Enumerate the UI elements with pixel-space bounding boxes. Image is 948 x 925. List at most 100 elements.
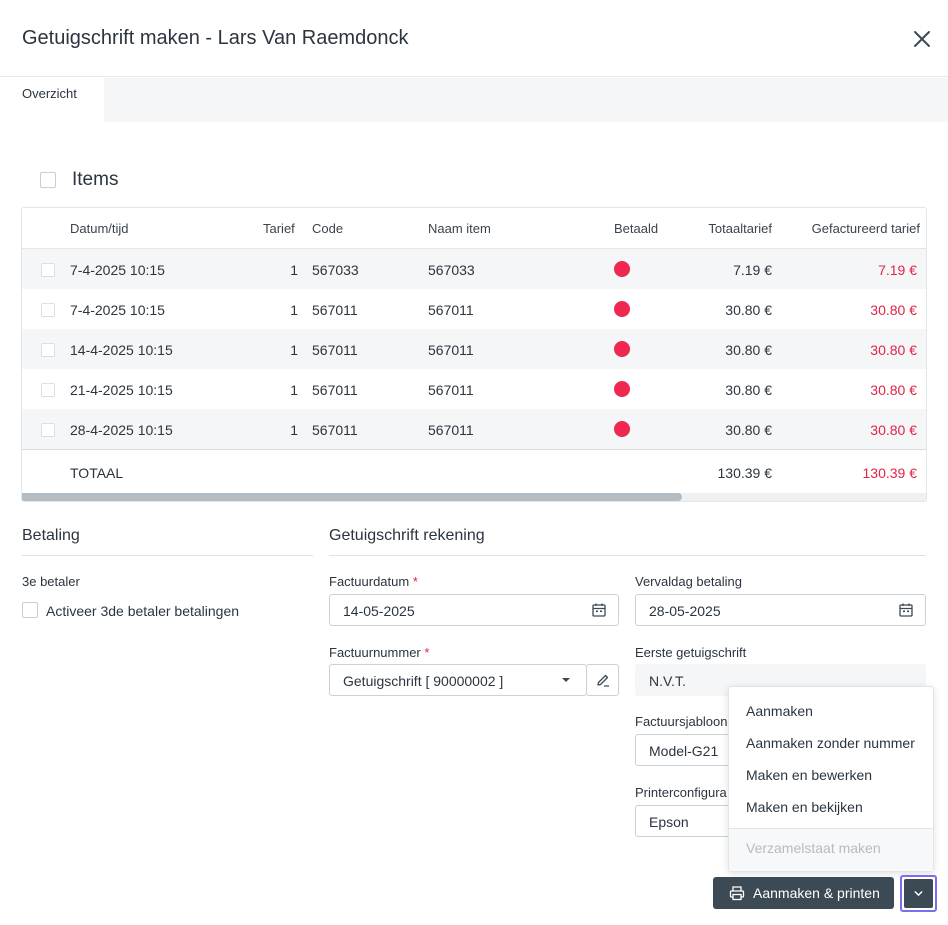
- divider: [329, 555, 926, 556]
- required-mark: *: [412, 574, 418, 589]
- menu-item-aanmaken[interactable]: Aanmaken: [746, 703, 813, 719]
- third-payer-checkbox-label[interactable]: Activeer 3de betaler betalingen: [46, 603, 240, 619]
- calendar-icon[interactable]: [591, 602, 607, 618]
- factuurnummer-label: Factuurnummer *: [329, 645, 429, 660]
- cell-tarief: 1: [290, 382, 298, 398]
- items-select-all-checkbox[interactable]: [40, 172, 56, 188]
- chevron-down-icon: [914, 891, 923, 896]
- tab-overzicht[interactable]: Overzicht: [0, 78, 104, 122]
- row-checkbox[interactable]: [41, 263, 55, 277]
- cell-tarief: 1: [290, 422, 298, 438]
- factuurnummer-select[interactable]: Getuigschrift [ 90000002 ]: [329, 664, 587, 696]
- table-row[interactable]: 7-4-2025 10:15 1 567033 567033 7.19 € 7.…: [22, 249, 926, 289]
- cell-totaal: 30.80 €: [725, 342, 772, 358]
- cell-tarief: 1: [290, 302, 298, 318]
- menu-item-verzamelstaat: Verzamelstaat maken: [746, 840, 881, 856]
- cell-naam: 567033: [428, 262, 475, 278]
- cell-datum: 14-4-2025 10:15: [70, 342, 173, 358]
- scrollbar-thumb[interactable]: [22, 493, 682, 501]
- table-row[interactable]: 7-4-2025 10:15 1 567011 567011 30.80 € 3…: [22, 289, 926, 329]
- unpaid-status-dot: [614, 301, 630, 317]
- cell-code: 567011: [312, 422, 358, 438]
- vervaldag-label: Vervaldag betaling: [635, 574, 742, 589]
- cell-datum: 7-4-2025 10:15: [70, 302, 165, 318]
- col-datum[interactable]: Datum/tijd: [70, 221, 129, 236]
- menu-item-aanmaken-zonder-nummer[interactable]: Aanmaken zonder nummer: [746, 735, 915, 751]
- table-row[interactable]: 21-4-2025 10:15 1 567011 567011 30.80 € …: [22, 369, 926, 409]
- menu-disabled-bg: [729, 829, 933, 871]
- row-checkbox[interactable]: [41, 303, 55, 317]
- total-label: TOTAAL: [70, 465, 124, 481]
- cell-tarief: 1: [290, 342, 298, 358]
- cell-code: 567011: [312, 302, 358, 318]
- col-betaald[interactable]: Betaald: [614, 221, 659, 236]
- divider: [22, 555, 313, 556]
- col-totaaltarief[interactable]: Totaaltarief: [708, 221, 772, 236]
- cell-gefactureerd: 7.19 €: [878, 262, 917, 278]
- unpaid-status-dot: [614, 341, 630, 357]
- edit-factuurnummer-button[interactable]: [586, 664, 619, 696]
- col-naam[interactable]: Naam item: [428, 221, 491, 236]
- cell-naam: 567011: [428, 382, 474, 398]
- cell-naam: 567011: [428, 302, 474, 318]
- horizontal-scrollbar[interactable]: [22, 493, 926, 501]
- close-icon[interactable]: [910, 27, 934, 51]
- eerste-getuigschrift-value: N.V.T.: [649, 673, 686, 689]
- items-title: Items: [72, 169, 119, 190]
- factuurdatum-field[interactable]: 14-05-2025: [329, 594, 619, 626]
- vervaldag-field[interactable]: 28-05-2025: [635, 594, 926, 626]
- table-row[interactable]: 28-4-2025 10:15 1 567011 567011 30.80 € …: [22, 409, 926, 449]
- table-row[interactable]: 14-4-2025 10:15 1 567011 567011 30.80 € …: [22, 329, 926, 369]
- create-and-print-button[interactable]: Aanmaken & printen: [713, 877, 894, 909]
- cell-datum: 28-4-2025 10:15: [70, 422, 173, 438]
- total-totaal: 130.39 €: [717, 465, 773, 481]
- col-tarief[interactable]: Tarief: [263, 221, 295, 236]
- row-checkbox[interactable]: [41, 343, 55, 357]
- col-code[interactable]: Code: [312, 221, 344, 236]
- more-options-button[interactable]: [900, 875, 937, 912]
- table-total-row: TOTAAL 130.39 € 130.39 €: [22, 449, 926, 493]
- menu-divider: [729, 828, 933, 829]
- betaling-title: Betaling: [22, 527, 80, 544]
- more-options-inner: [904, 879, 933, 908]
- unpaid-status-dot: [614, 261, 630, 277]
- label-text: Factuurdatum: [329, 574, 410, 589]
- printerconfiguratie-value: Epson: [649, 814, 689, 830]
- factuursjabloon-value: Model-G21: [649, 743, 719, 759]
- vervaldag-value: 28-05-2025: [649, 603, 721, 619]
- tab-label: Overzicht: [22, 86, 77, 101]
- caret-down-icon[interactable]: [558, 672, 574, 688]
- cell-totaal: 30.80 €: [725, 382, 772, 398]
- tab-bar: Overzicht: [0, 78, 948, 122]
- label-text: Factuurnummer: [329, 645, 421, 660]
- cell-datum: 21-4-2025 10:15: [70, 382, 173, 398]
- calendar-icon[interactable]: [898, 602, 914, 618]
- table-header: Datum/tijd Tarief Code Naam item Betaald…: [22, 208, 926, 249]
- total-gefactureerd: 130.39 €: [862, 465, 918, 481]
- cell-totaal: 30.80 €: [725, 302, 772, 318]
- dialog-header: Getuigschrift maken - Lars Van Raemdonck: [0, 0, 948, 77]
- third-payer-label: 3e betaler: [22, 574, 80, 589]
- eerste-getuigschrift-label: Eerste getuigschrift: [635, 645, 747, 660]
- printer-icon: [729, 886, 745, 901]
- pencil-icon: [597, 674, 609, 687]
- menu-item-maken-en-bewerken[interactable]: Maken en bewerken: [746, 767, 873, 783]
- cell-totaal: 7.19 €: [733, 262, 772, 278]
- unpaid-status-dot: [614, 421, 630, 437]
- row-checkbox[interactable]: [41, 423, 55, 437]
- dialog-title: Getuigschrift maken - Lars Van Raemdonck: [22, 27, 409, 49]
- row-checkbox[interactable]: [41, 383, 55, 397]
- required-mark: *: [424, 645, 430, 660]
- menu-item-maken-en-bekijken[interactable]: Maken en bekijken: [746, 799, 863, 815]
- cell-naam: 567011: [428, 422, 474, 438]
- cell-tarief: 1: [290, 262, 298, 278]
- items-table: Datum/tijd Tarief Code Naam item Betaald…: [21, 207, 927, 502]
- factuurdatum-label: Factuurdatum *: [329, 574, 418, 589]
- cell-gefactureerd: 30.80 €: [870, 302, 917, 318]
- cell-naam: 567011: [428, 342, 474, 358]
- factuurdatum-value: 14-05-2025: [343, 603, 415, 619]
- cell-datum: 7-4-2025 10:15: [70, 262, 165, 278]
- third-payer-checkbox[interactable]: [22, 602, 38, 618]
- rekening-title: Getuigschrift rekening: [329, 527, 485, 544]
- col-gefactureerd[interactable]: Gefactureerd tarief: [811, 221, 920, 236]
